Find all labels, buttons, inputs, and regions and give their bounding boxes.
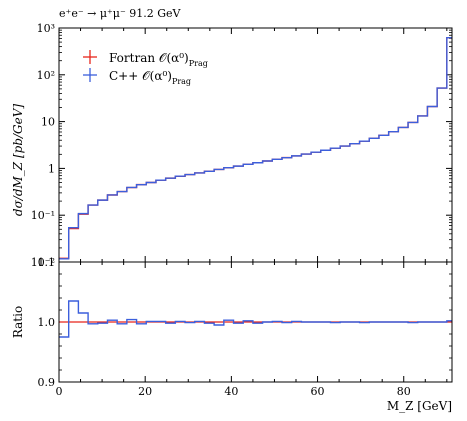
ratio-panel: 0.9 1.0 1.1 0 20 40 60 80 Ratio M_Z [GeV]	[11, 256, 453, 413]
ratio-series-line	[59, 300, 452, 338]
y-tick-label: 1	[48, 162, 55, 175]
legend: Fortran 𝒪(α⁰)Prag C++ 𝒪(α⁰)Prag	[83, 50, 208, 86]
ratio-panel-frame	[58, 261, 453, 383]
ratio-y-tick-label: 0.9	[38, 376, 56, 389]
y-tick-label: 10³	[37, 22, 55, 35]
x-tick-label: 20	[138, 385, 152, 398]
x-tick-label: 40	[224, 385, 238, 398]
main-panel-y-axis-label: dσ/dM_Z [pb/GeV]	[11, 104, 25, 216]
main-panel: e⁺e⁻ → μ⁺μ⁻ 91.2 GeV 10⁻² 10⁻¹ 1 10 10² 10³ d…	[11, 7, 453, 269]
ratio-y-tick-label: 1.1	[38, 256, 56, 269]
y-tick-label: 10	[41, 116, 55, 129]
ratio-panel-series	[59, 300, 452, 338]
ratio-panel-y-axis-label: Ratio	[11, 306, 25, 338]
legend-label-fortran: Fortran 𝒪(α⁰)Prag	[109, 51, 208, 68]
chart-title: e⁺e⁻ → μ⁺μ⁻ 91.2 GeV	[59, 7, 182, 20]
main-panel-ticks: 10⁻² 10⁻¹ 1 10 10² 10³	[31, 22, 452, 269]
x-axis-label: M_Z [GeV]	[387, 399, 452, 413]
ratio-y-tick-label: 1.0	[38, 316, 56, 329]
legend-entry-cpp: C++ 𝒪(α⁰)Prag	[83, 68, 191, 86]
series-line-cpp	[59, 36, 452, 260]
legend-label-cpp: C++ 𝒪(α⁰)Prag	[109, 69, 191, 86]
y-tick-label: 10⁻²	[31, 256, 55, 269]
y-tick-label: 10⁻¹	[31, 209, 55, 222]
x-tick-label: 60	[311, 385, 325, 398]
y-tick-label: 10²	[37, 69, 55, 82]
x-tick-label: 0	[56, 385, 63, 398]
legend-entry-fortran: Fortran 𝒪(α⁰)Prag	[83, 50, 208, 68]
ratio-panel-ticks: 0.9 1.0 1.1 0 20 40 60 80	[38, 256, 452, 398]
x-tick-label: 80	[397, 385, 411, 398]
main-panel-series	[59, 36, 452, 260]
